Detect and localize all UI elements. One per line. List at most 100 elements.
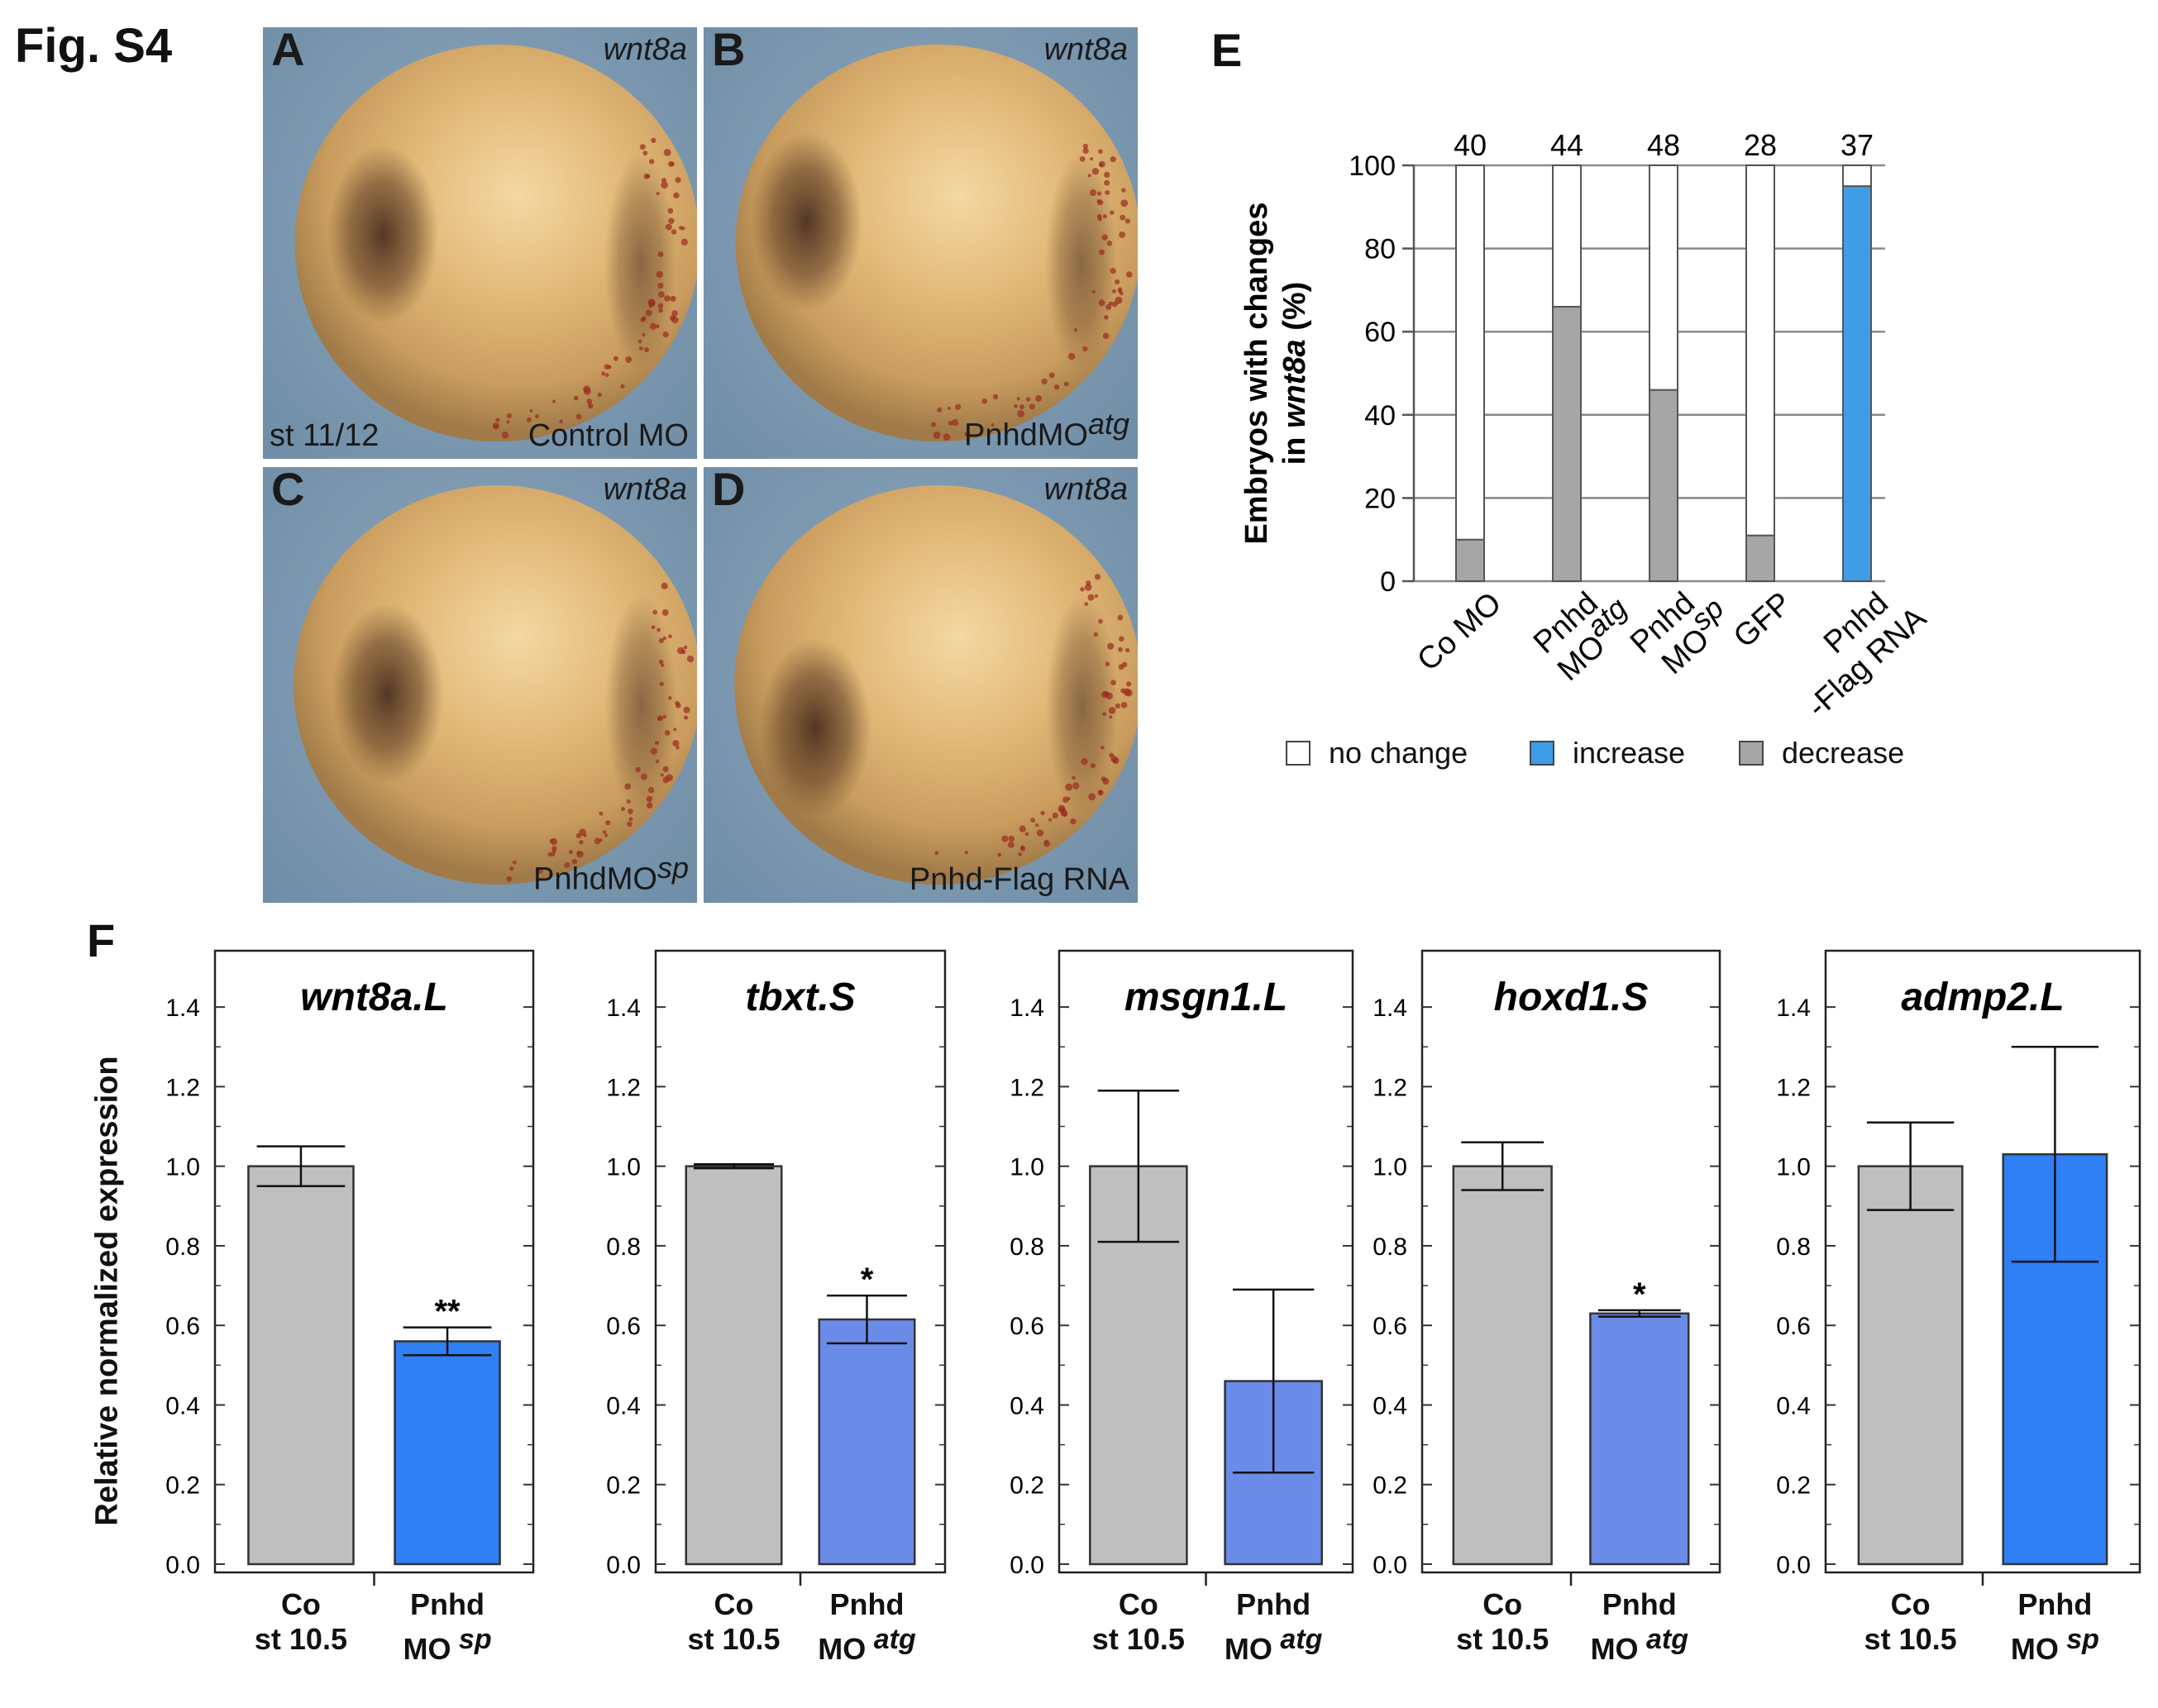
x-category-text: MO [1590, 1632, 1639, 1666]
pigment-dot [947, 406, 951, 410]
y-tick-label: 1.4 [606, 995, 641, 1022]
pigment-dot [646, 795, 653, 803]
qpcr-bar-chart: 0.0 0.2 0.4 0.6 0.8 1.0 1.2 1.4 wnt8a.L ** [165, 949, 535, 1586]
y-tick-label: 0.0 [606, 1552, 641, 1579]
category-label: Pnhd-Flag RNA [1776, 573, 1933, 724]
x-category-line: Pnhd [829, 1587, 905, 1621]
pigment-dot [1120, 199, 1129, 208]
pigment-dot [954, 403, 962, 410]
pigment-dot [662, 714, 667, 719]
x-category-text: st 10.5 [687, 1622, 781, 1656]
qpcr-chart-title: wnt8a.L [300, 976, 448, 1019]
significance-marker: * [1633, 1276, 1646, 1313]
pigment-dot [1073, 328, 1078, 332]
pigment-dot [656, 192, 660, 196]
expression-crescent [332, 604, 444, 784]
pigment-dot [1101, 234, 1108, 241]
y-tick-label: 0.0 [1776, 1552, 1811, 1579]
pigment-dot [628, 809, 633, 814]
pigment-dot [1119, 231, 1126, 238]
x-category-label: Pnhd MO atg [768, 1587, 967, 1667]
panel-letter: A [271, 27, 305, 75]
x-category-line: st 10.5 [635, 1622, 833, 1657]
pigment-dot [1119, 636, 1124, 642]
legend-label: decrease [1782, 736, 1905, 770]
pigment-dot [1096, 199, 1101, 203]
x-category-text: MO [818, 1632, 867, 1666]
pigment-dot [1089, 157, 1094, 161]
pigment-dot [537, 868, 543, 874]
pigment-dot [626, 799, 631, 804]
pigment-dot [948, 421, 953, 426]
qpcr-chart-title: tbxt.S [745, 976, 855, 1019]
y-tick-label: 0.4 [1373, 1392, 1407, 1419]
x-category-text: st 10.5 [1456, 1622, 1549, 1656]
legend-item: no change [1286, 736, 1468, 771]
n-count-label: 48 [1647, 128, 1680, 162]
y-tick-label: 0.8 [1373, 1233, 1407, 1261]
significance-marker: ** [434, 1294, 461, 1330]
condition-label: Pnhd-Flag RNA [910, 862, 1129, 898]
pigment-dot [506, 875, 513, 882]
bar-segment-no-change [1842, 165, 1872, 188]
pigment-dot [1124, 647, 1130, 653]
y-tick-label: 0.4 [1776, 1392, 1811, 1419]
pigment-dot [639, 144, 646, 150]
pigment-dot [1025, 397, 1031, 402]
pigment-dot [661, 608, 669, 616]
bar-segment-no-change [1745, 165, 1775, 537]
expression-crescent [327, 145, 439, 324]
qpcr-bar-chart: 0.0 0.2 0.4 0.6 0.8 1.0 1.2 1.4 admp2.L [1776, 949, 2141, 1586]
pigment-dot [686, 655, 695, 663]
pigment-dot [1084, 602, 1089, 606]
pigment-dot [529, 408, 533, 413]
pigment-dot [672, 740, 680, 747]
pigment-dot [1082, 147, 1089, 155]
pigment-dot [1067, 352, 1076, 360]
y-tick-label: 0 [1380, 566, 1396, 598]
pigment-dot [650, 747, 658, 755]
y-tick-label: 0.4 [606, 1392, 641, 1419]
x-category-line: st 10.5 [1403, 1622, 1602, 1657]
x-category-line: st 10.5 [202, 1622, 400, 1657]
qpcr-bar [1857, 1165, 1964, 1566]
pigment-dot [1014, 403, 1018, 408]
x-category-label: Pnhd MO atg [1174, 1587, 1373, 1667]
pigment-dot [506, 413, 513, 418]
pigment-dot [1094, 574, 1101, 580]
pigment-dot [1114, 279, 1120, 285]
y-tick-label: 0.0 [1373, 1552, 1407, 1579]
pigment-dot [651, 137, 656, 144]
pigment-dot [646, 174, 651, 179]
pigment-dot [658, 637, 664, 644]
pigment-dot [937, 407, 943, 413]
condition-label: PnhdMOsp [533, 851, 689, 898]
pigment-dot [1007, 841, 1015, 848]
category-label: Co MO [1411, 585, 1508, 678]
x-category-label: Pnhd MO sp [348, 1587, 547, 1667]
pigment-dot [1110, 210, 1115, 215]
pigment-dot [671, 310, 678, 317]
pigment-dot [647, 298, 656, 307]
pigment-dot [607, 365, 612, 370]
pigment-dot [660, 773, 664, 777]
pigment-dot [1062, 796, 1069, 804]
y-tick-label: 0.2 [1776, 1472, 1811, 1500]
pigment-dot [933, 431, 941, 439]
pigment-dot [1118, 289, 1122, 293]
pigment-dot [571, 858, 578, 865]
pigment-dot [1072, 782, 1080, 790]
pigment-dot [659, 681, 664, 686]
x-category-text: MO [403, 1632, 451, 1666]
stacked-bar-chart: Embryos with changes in wnt8a (%) 0 20 40 60 8… [1239, 128, 1933, 724]
y-tick-label: 0.6 [165, 1313, 200, 1340]
pigment-dot [673, 192, 680, 199]
pigment-dot [501, 432, 509, 439]
pigment-dot [654, 741, 659, 746]
pigment-dot [509, 866, 514, 871]
pigment-dot [599, 811, 604, 816]
pigment-dot [930, 422, 937, 427]
pigment-dot [1105, 661, 1110, 667]
y-tick-label: 1.2 [165, 1074, 200, 1101]
x-category-superscript: atg [1638, 1624, 1689, 1655]
